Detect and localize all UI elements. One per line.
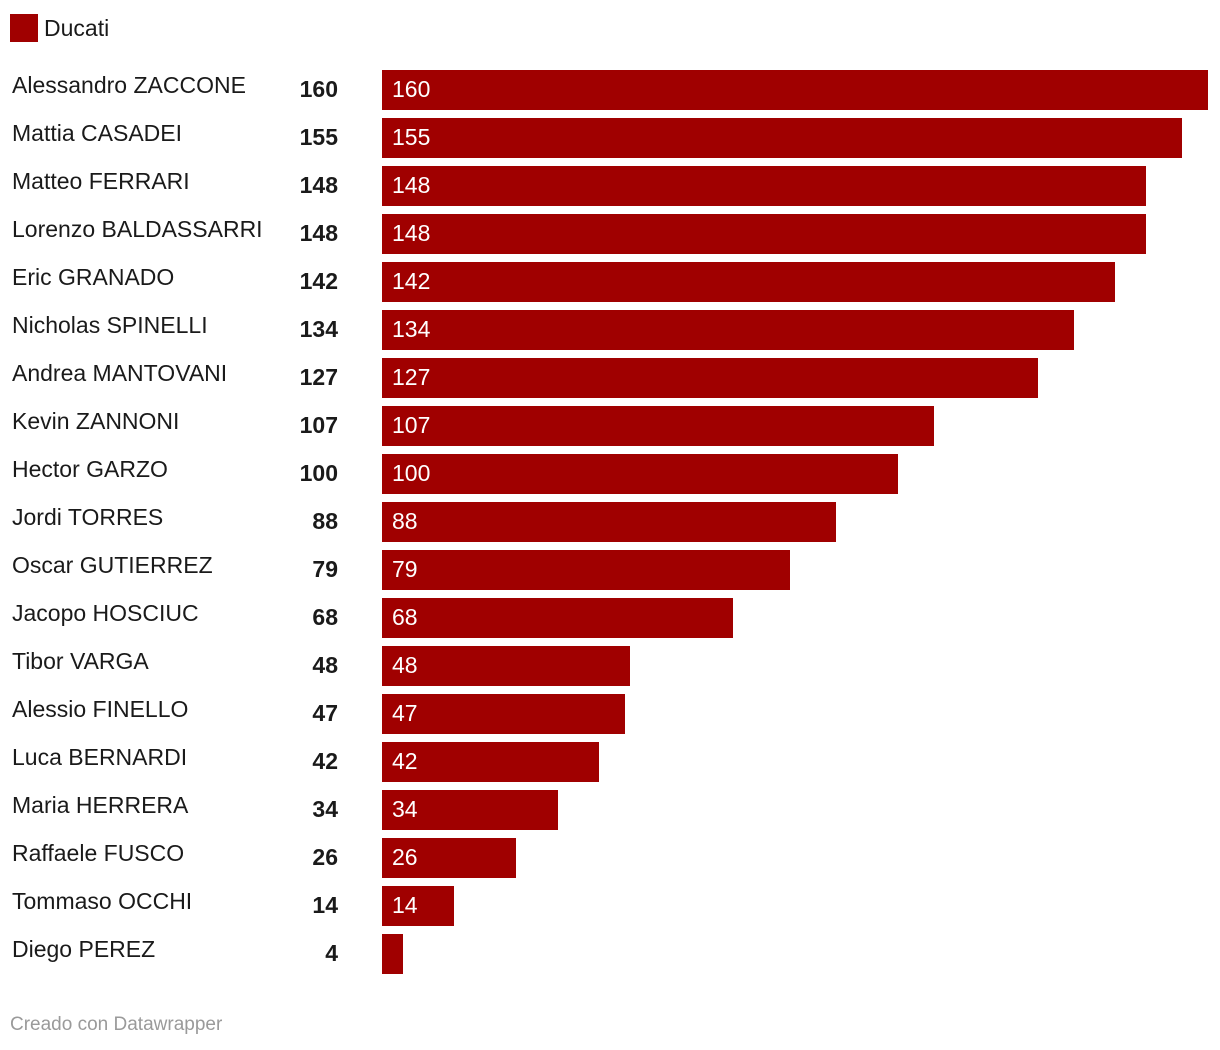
bar <box>382 310 1074 350</box>
category-label: Raffaele FUSCO <box>12 840 185 866</box>
bar-row: Andrea MANTOVANI 127 127 <box>0 358 1220 398</box>
bar <box>382 358 1038 398</box>
category-label: Luca BERNARDI <box>12 744 188 770</box>
legend-label: Ducati <box>44 14 110 41</box>
bar-data-label: 68 <box>392 604 418 630</box>
category-label: Jordi TORRES <box>12 504 164 530</box>
bar-row: Jordi TORRES 88 88 <box>0 502 1220 542</box>
bar-row: Mattia CASADEI 155 155 <box>0 118 1220 158</box>
footer-credit: Creado con Datawrapper <box>10 1014 223 1035</box>
bar-row: Jacopo HOSCIUC 68 68 <box>0 598 1220 638</box>
bar-row: Kevin ZANNONI 107 107 <box>0 406 1220 446</box>
bar-row: Luca BERNARDI 42 42 <box>0 742 1220 782</box>
bar-row: Oscar GUTIERREZ 79 79 <box>0 550 1220 590</box>
bar-row: Maria HERRERA 34 34 <box>0 790 1220 830</box>
bar-row: Tibor VARGA 48 48 <box>0 646 1220 686</box>
bar-data-label: 142 <box>392 268 431 294</box>
value-label: 100 <box>299 460 338 486</box>
bar-data-label: 155 <box>392 124 431 150</box>
category-label: Kevin ZANNONI <box>12 408 180 434</box>
bar-data-label: 88 <box>392 508 418 534</box>
category-label: Maria HERRERA <box>12 792 189 818</box>
category-label: Nicholas SPINELLI <box>12 312 208 338</box>
value-label: 134 <box>299 316 338 342</box>
bar <box>382 70 1208 110</box>
bar-data-label: 48 <box>392 652 418 678</box>
bar-data-label: 127 <box>392 364 431 390</box>
bar-data-label: 47 <box>392 700 418 726</box>
category-label: Lorenzo BALDASSARRI <box>12 216 263 242</box>
value-label: 26 <box>312 844 338 870</box>
bar-data-label: 79 <box>392 556 418 582</box>
value-label: 142 <box>299 268 338 294</box>
bar <box>382 166 1146 206</box>
value-label: 42 <box>312 748 338 774</box>
bar-data-label: 160 <box>392 76 431 102</box>
category-label: Jacopo HOSCIUC <box>12 600 199 626</box>
value-label: 68 <box>312 604 338 630</box>
bar <box>382 790 558 830</box>
category-label: Andrea MANTOVANI <box>12 360 228 386</box>
category-label: Alessio FINELLO <box>12 696 189 722</box>
bar-row: Diego PEREZ 4 <box>0 934 1220 974</box>
bar-data-label: 107 <box>392 412 431 438</box>
bar-row: Hector GARZO 100 100 <box>0 454 1220 494</box>
bar-data-label: 134 <box>392 316 431 342</box>
value-label: 88 <box>312 508 338 534</box>
value-label: 14 <box>312 892 338 918</box>
value-label: 148 <box>299 220 338 246</box>
bar <box>382 694 625 734</box>
value-label: 34 <box>312 796 338 822</box>
value-label: 107 <box>299 412 338 438</box>
bar-data-label: 148 <box>392 172 431 198</box>
category-label: Alessandro ZACCONE <box>12 72 246 98</box>
bar-data-label: 26 <box>392 844 418 870</box>
bar-row: Eric GRANADO 142 142 <box>0 262 1220 302</box>
bar-row: Nicholas SPINELLI 134 134 <box>0 310 1220 350</box>
value-label: 4 <box>325 940 338 966</box>
category-label: Diego PEREZ <box>12 936 156 962</box>
bar-data-label: 14 <box>392 892 418 918</box>
bar <box>382 886 454 926</box>
category-label: Mattia CASADEI <box>12 120 182 146</box>
legend-swatch <box>10 14 38 42</box>
bar <box>382 598 733 638</box>
bar <box>382 262 1115 302</box>
value-label: 148 <box>299 172 338 198</box>
bar <box>382 934 403 974</box>
bar-data-label: 34 <box>392 796 418 822</box>
category-label: Matteo FERRARI <box>12 168 190 194</box>
bar <box>382 838 516 878</box>
value-label: 47 <box>312 700 338 726</box>
bar <box>382 550 790 590</box>
legend: Ducati <box>10 14 109 42</box>
value-label: 160 <box>299 76 338 102</box>
bar-row: Matteo FERRARI 148 148 <box>0 166 1220 206</box>
bar-data-label: 100 <box>392 460 431 486</box>
bar-data-label: 148 <box>392 220 431 246</box>
value-label: 155 <box>299 124 338 150</box>
bar-data-label: 42 <box>392 748 418 774</box>
bar <box>382 742 599 782</box>
category-label: Oscar GUTIERREZ <box>12 552 213 578</box>
category-label: Tibor VARGA <box>12 648 149 674</box>
bar <box>382 646 630 686</box>
bar-row: Lorenzo BALDASSARRI 148 148 <box>0 214 1220 254</box>
bar <box>382 118 1182 158</box>
bar-row: Raffaele FUSCO 26 26 <box>0 838 1220 878</box>
value-label: 127 <box>299 364 338 390</box>
value-label: 79 <box>312 556 338 582</box>
bar <box>382 454 898 494</box>
bar-row: Alessandro ZACCONE 160 160 <box>0 70 1220 110</box>
category-label: Tommaso OCCHI <box>12 888 193 914</box>
value-label: 48 <box>312 652 338 678</box>
bar <box>382 502 836 542</box>
bar <box>382 214 1146 254</box>
bar <box>382 406 934 446</box>
bar-row: Tommaso OCCHI 14 14 <box>0 886 1220 926</box>
bar-row: Alessio FINELLO 47 47 <box>0 694 1220 734</box>
category-label: Hector GARZO <box>12 456 168 482</box>
category-label: Eric GRANADO <box>12 264 175 290</box>
